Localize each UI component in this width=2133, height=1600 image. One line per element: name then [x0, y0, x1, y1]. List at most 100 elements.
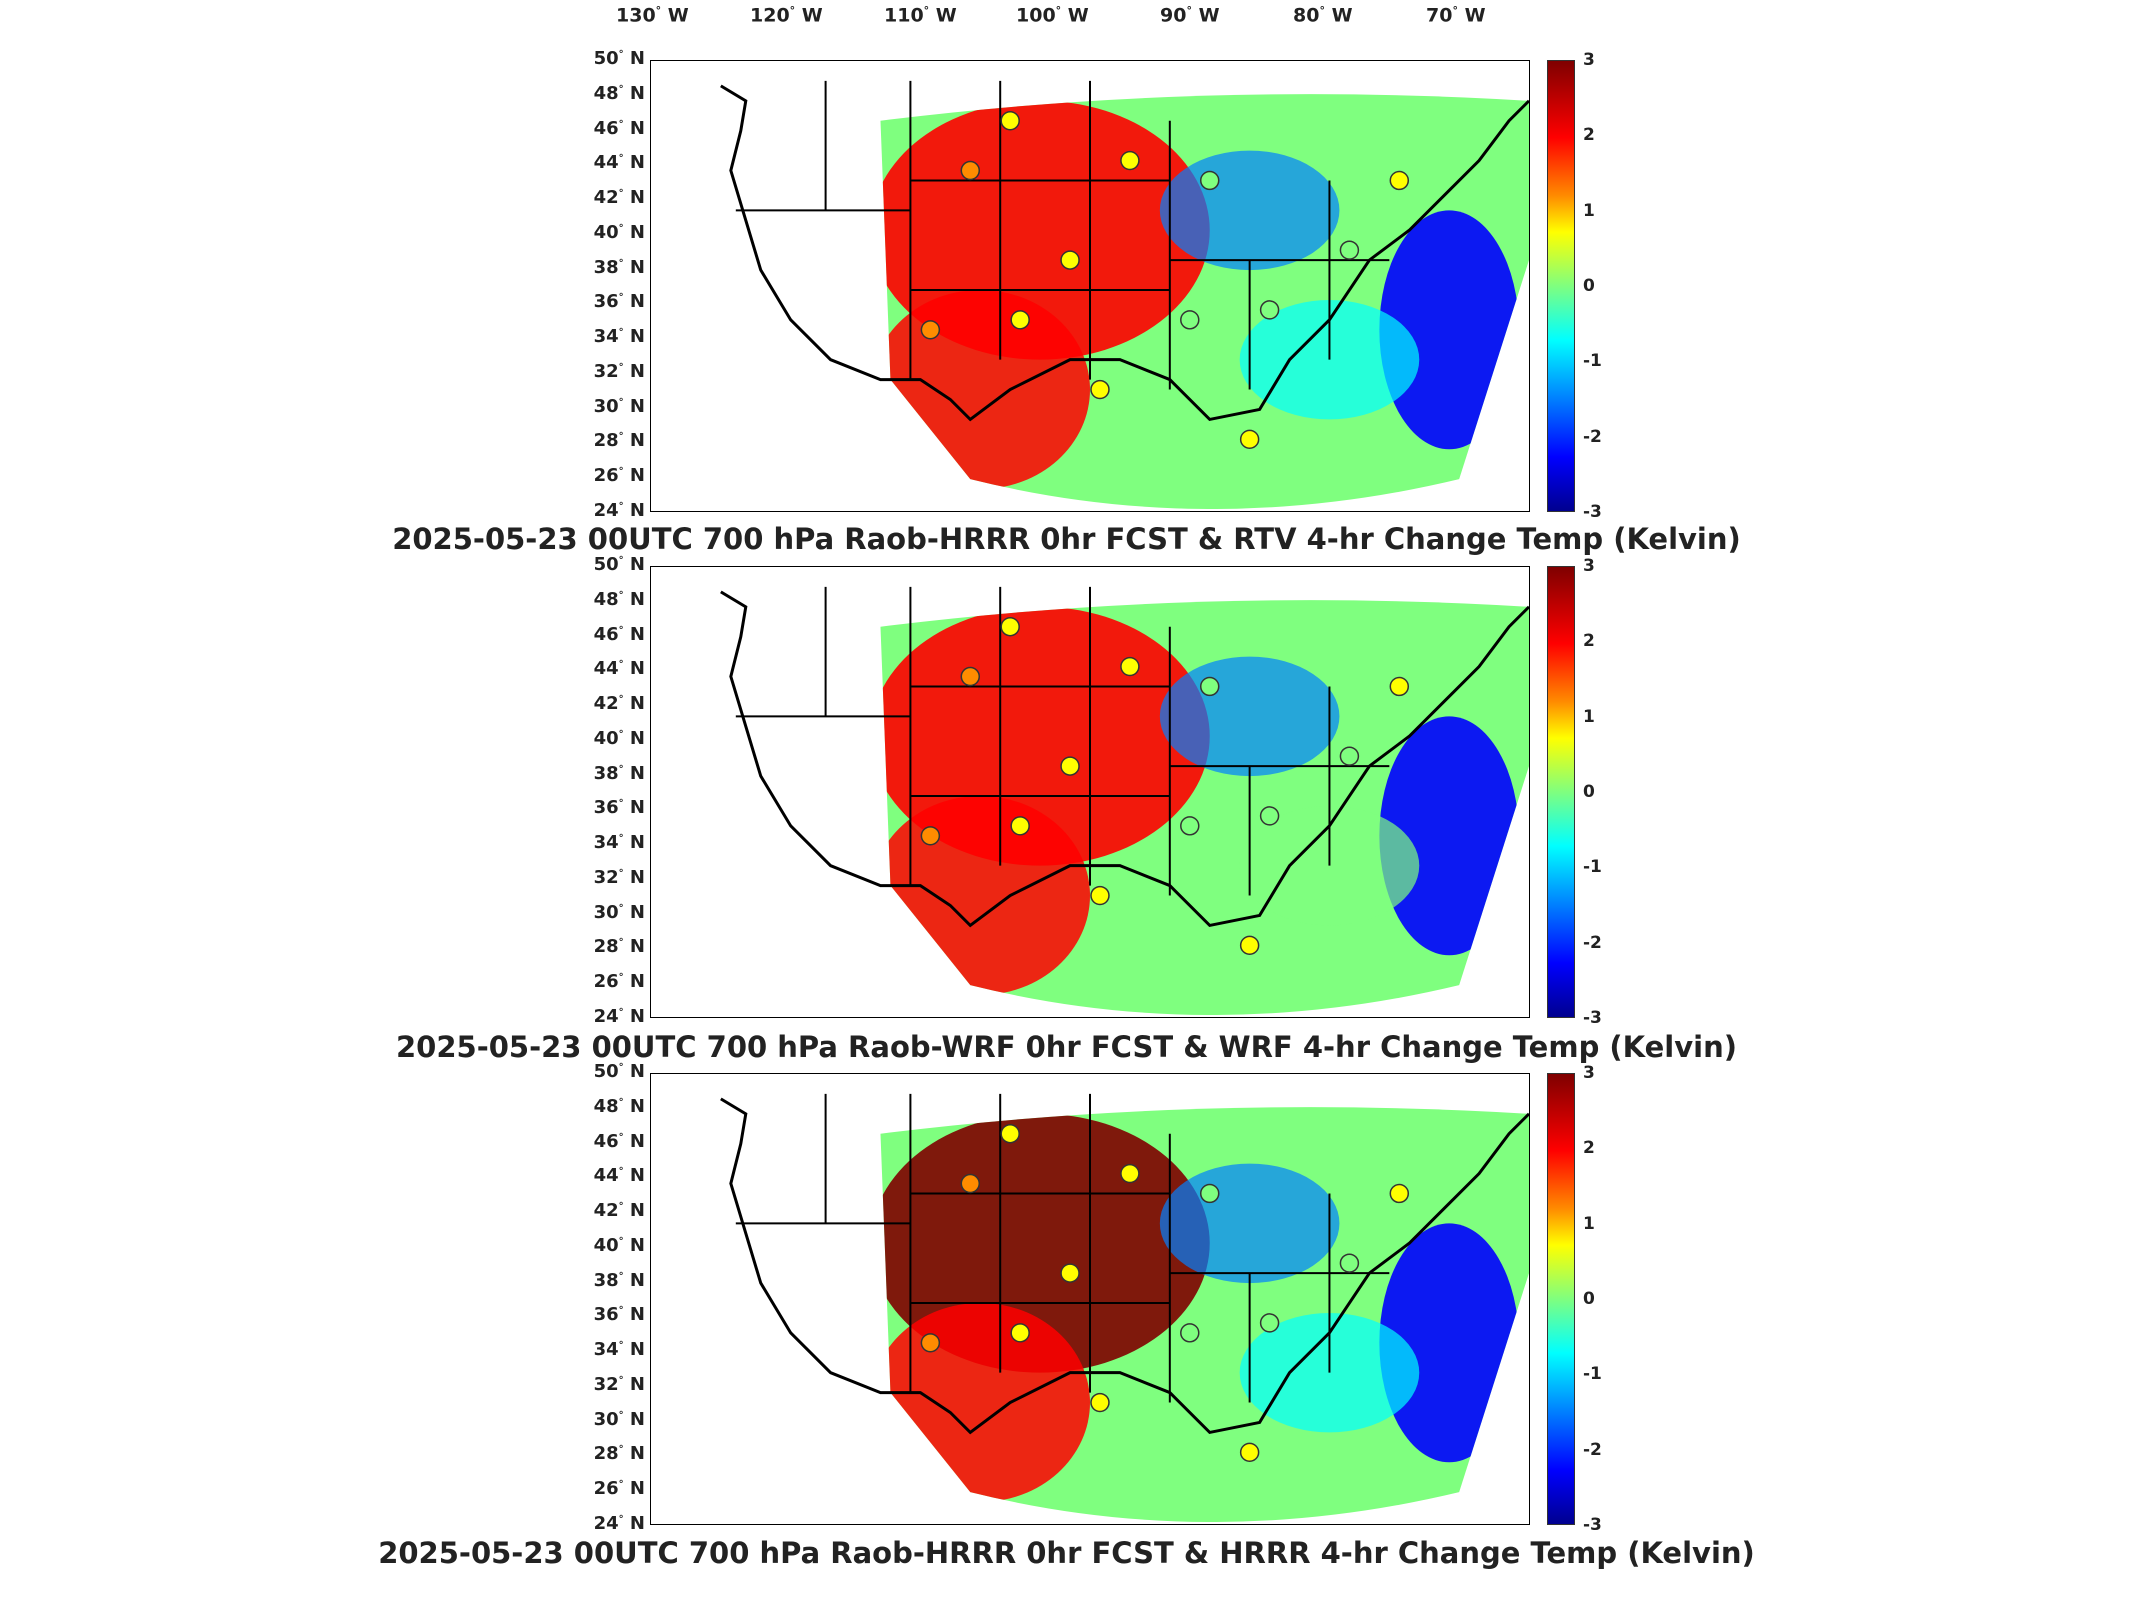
colorbar-tick: -2 [1583, 1439, 1602, 1460]
colorbar-tick: -3 [1583, 502, 1602, 522]
lat-label-26: 26° N [593, 465, 645, 487]
lat-label-46: 46° N [593, 1130, 645, 1152]
lat-label-24: 24° N [593, 500, 645, 521]
panel-title: 2025-05-23 00UTC 700 hPa Raob-HRRR 0hr F… [378, 1536, 1755, 1570]
lat-label-42: 42° N [593, 1200, 645, 1222]
map-graphic [720, 1093, 1529, 1523]
lon-label-70: 70° W [1426, 4, 1486, 27]
lat-label-28: 28° N [593, 936, 645, 958]
lat-label-30: 30° N [593, 901, 645, 923]
lon-label-130: 130° W [616, 4, 689, 27]
colorbar [1547, 60, 1575, 512]
lat-label-48: 48° N [593, 82, 645, 104]
lat-label-26: 26° N [593, 1478, 645, 1500]
lat-label-50: 50° N [593, 1061, 645, 1082]
mid-atlantic-region [1239, 805, 1420, 926]
lat-label-24: 24° N [593, 1513, 645, 1534]
lat-label-44: 44° N [593, 658, 645, 680]
lat-label-32: 32° N [593, 866, 645, 888]
southeast-coast-cool-region [1379, 1223, 1520, 1463]
coastline [720, 590, 1529, 928]
lon-label-80: 80° W [1293, 4, 1353, 27]
lat-label-40: 40° N [593, 727, 645, 749]
colorbar-tick: 2 [1583, 631, 1595, 652]
lat-label-30: 30° N [593, 395, 645, 417]
lat-label-32: 32° N [593, 1373, 645, 1395]
colorbar-tick: -1 [1583, 857, 1602, 878]
lat-label-38: 38° N [593, 256, 645, 278]
colorbar-tick: 0 [1583, 1289, 1595, 1309]
lat-label-36: 36° N [593, 291, 645, 313]
southeast-coast-cool-region [1379, 210, 1520, 450]
great-lakes-cool-region [1159, 1163, 1340, 1284]
lat-label-44: 44° N [593, 152, 645, 174]
colorbar-tick: 3 [1583, 556, 1595, 576]
coastline [720, 84, 1529, 422]
lat-label-36: 36° N [593, 797, 645, 819]
colorbar-tick: 2 [1583, 1138, 1595, 1159]
lat-label-46: 46° N [593, 623, 645, 645]
temperature-map [650, 60, 1530, 512]
lat-label-50: 50° N [593, 48, 645, 69]
lat-label-38: 38° N [593, 762, 645, 784]
colorbar-tick: -1 [1583, 1364, 1602, 1385]
colorbar-tick: 1 [1583, 1213, 1595, 1234]
panel-title: 2025-05-23 00UTC 700 hPa Raob-HRRR 0hr F… [392, 522, 1741, 556]
southeast-coast-cool-region [1379, 716, 1520, 956]
colorbar-tick: 1 [1583, 200, 1595, 221]
temperature-map [650, 566, 1530, 1018]
colorbar-tick: 0 [1583, 782, 1595, 802]
state-borders [735, 1093, 1390, 1403]
lat-label-48: 48° N [593, 1095, 645, 1117]
lat-label-46: 46° N [593, 117, 645, 139]
colorbar-tick: -3 [1583, 1515, 1602, 1535]
great-lakes-cool-region [1159, 150, 1340, 271]
mid-atlantic-region [1239, 1312, 1420, 1433]
lat-label-44: 44° N [593, 1165, 645, 1187]
lat-label-50: 50° N [593, 554, 645, 575]
lat-label-34: 34° N [593, 1339, 645, 1361]
lat-label-34: 34° N [593, 832, 645, 854]
southwest-warm-region [880, 1302, 1090, 1503]
lat-label-38: 38° N [593, 1269, 645, 1291]
colorbar-tick: -2 [1583, 932, 1602, 953]
lat-label-24: 24° N [593, 1006, 645, 1027]
southwest-warm-region [880, 795, 1090, 996]
colorbar-tick: 0 [1583, 276, 1595, 296]
lon-label-90: 90° W [1160, 4, 1220, 27]
southwest-warm-region [880, 289, 1090, 490]
state-borders [735, 80, 1390, 390]
lat-label-28: 28° N [593, 430, 645, 452]
colorbar-tick: -1 [1583, 351, 1602, 372]
lat-label-42: 42° N [593, 693, 645, 715]
lat-label-28: 28° N [593, 1443, 645, 1465]
raob-stations [920, 617, 1410, 956]
colorbar-tick: 3 [1583, 50, 1595, 70]
colorbar-tick: -3 [1583, 1008, 1602, 1028]
colorbar [1547, 1073, 1575, 1525]
colorbar-tick: -2 [1583, 426, 1602, 447]
lat-label-32: 32° N [593, 360, 645, 382]
lat-label-42: 42° N [593, 187, 645, 209]
colorbar-tick: 3 [1583, 1063, 1595, 1083]
map-graphic [720, 80, 1529, 510]
great-lakes-cool-region [1159, 656, 1340, 777]
colorbar [1547, 566, 1575, 1018]
lon-label-100: 100° W [1016, 4, 1089, 27]
raob-stations [920, 111, 1410, 450]
state-borders [735, 586, 1390, 896]
map-graphic [720, 586, 1529, 1016]
lon-label-110: 110° W [884, 4, 957, 27]
lat-label-40: 40° N [593, 221, 645, 243]
lon-label-120: 120° W [750, 4, 823, 27]
coastline [720, 1097, 1529, 1435]
colorbar-tick: 2 [1583, 125, 1595, 146]
colorbar-tick: 1 [1583, 706, 1595, 727]
lat-label-26: 26° N [593, 971, 645, 993]
temperature-map [650, 1073, 1530, 1525]
lat-label-30: 30° N [593, 1408, 645, 1430]
lat-label-36: 36° N [593, 1304, 645, 1326]
lat-label-48: 48° N [593, 588, 645, 610]
raob-stations [920, 1124, 1410, 1463]
lat-label-34: 34° N [593, 326, 645, 348]
